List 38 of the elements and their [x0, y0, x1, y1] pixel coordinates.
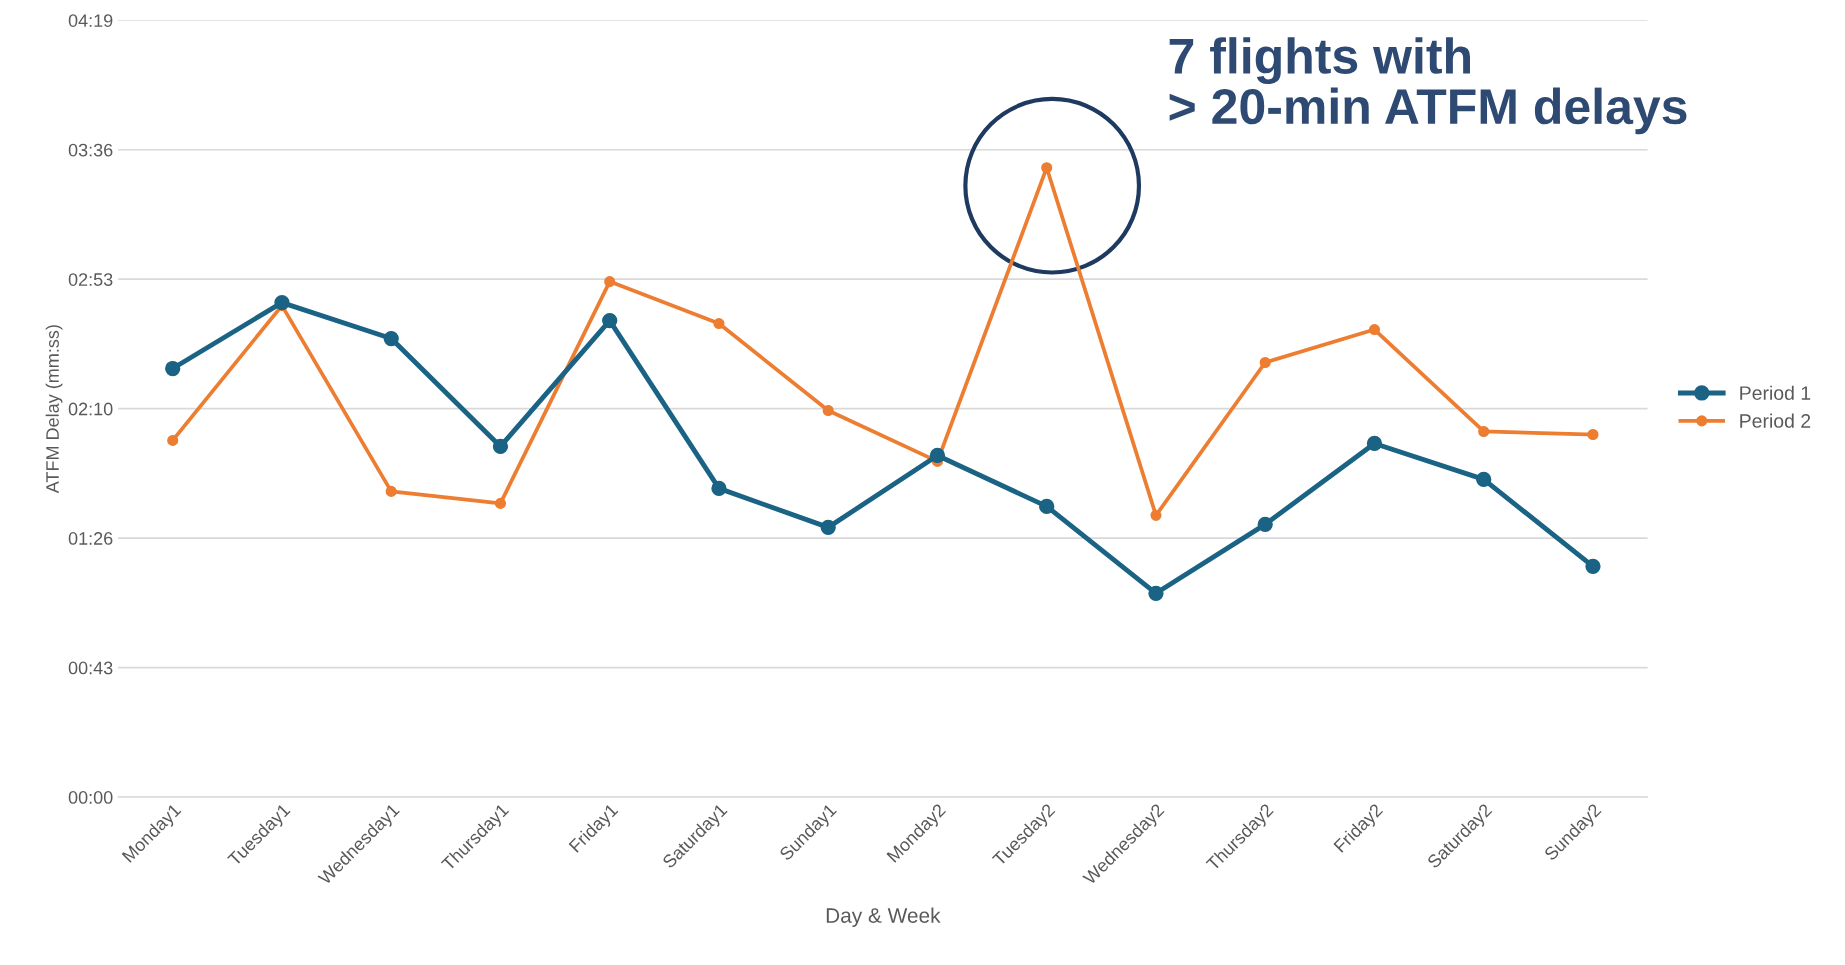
point: [602, 312, 618, 329]
point: [929, 447, 946, 464]
point: [1259, 356, 1271, 369]
point: [1585, 558, 1601, 574]
y-tick-label: 01:26: [68, 532, 113, 545]
y-tick-label: 04:19: [68, 14, 113, 27]
point: [385, 485, 397, 497]
x-axis-title: Day & Week: [826, 907, 941, 928]
annotation: 7 flights with > 20-min ATFM delays: [1169, 37, 1687, 135]
point: [1476, 471, 1492, 488]
point: [1587, 428, 1599, 441]
y-tick-label: 03:36: [68, 143, 113, 157]
point: [822, 404, 834, 417]
y-axis-title: ATFM Delay (mm:ss): [45, 325, 63, 494]
y-tick-label: 00:43: [68, 661, 113, 675]
point: [165, 360, 181, 377]
point: [167, 434, 179, 447]
point: [1366, 435, 1383, 452]
point: [492, 438, 509, 455]
y-tick-label: 00:00: [68, 791, 113, 804]
point: [274, 294, 290, 311]
point: [1257, 516, 1273, 533]
legend-label: Period 1: [1740, 385, 1811, 400]
point: [713, 318, 725, 330]
legend-label: Period 2: [1740, 413, 1811, 428]
point: [383, 330, 399, 347]
point: [1039, 498, 1055, 515]
point: [494, 497, 507, 509]
point: [604, 276, 616, 288]
point: [820, 519, 836, 535]
point: [1478, 425, 1490, 438]
point: [1368, 324, 1381, 336]
point: [711, 480, 727, 497]
point: [1150, 509, 1162, 521]
y-tick-label: 02:10: [68, 402, 113, 416]
point: [1041, 162, 1053, 174]
y-tick-label: 02:53: [68, 273, 113, 286]
point: [1148, 585, 1164, 601]
